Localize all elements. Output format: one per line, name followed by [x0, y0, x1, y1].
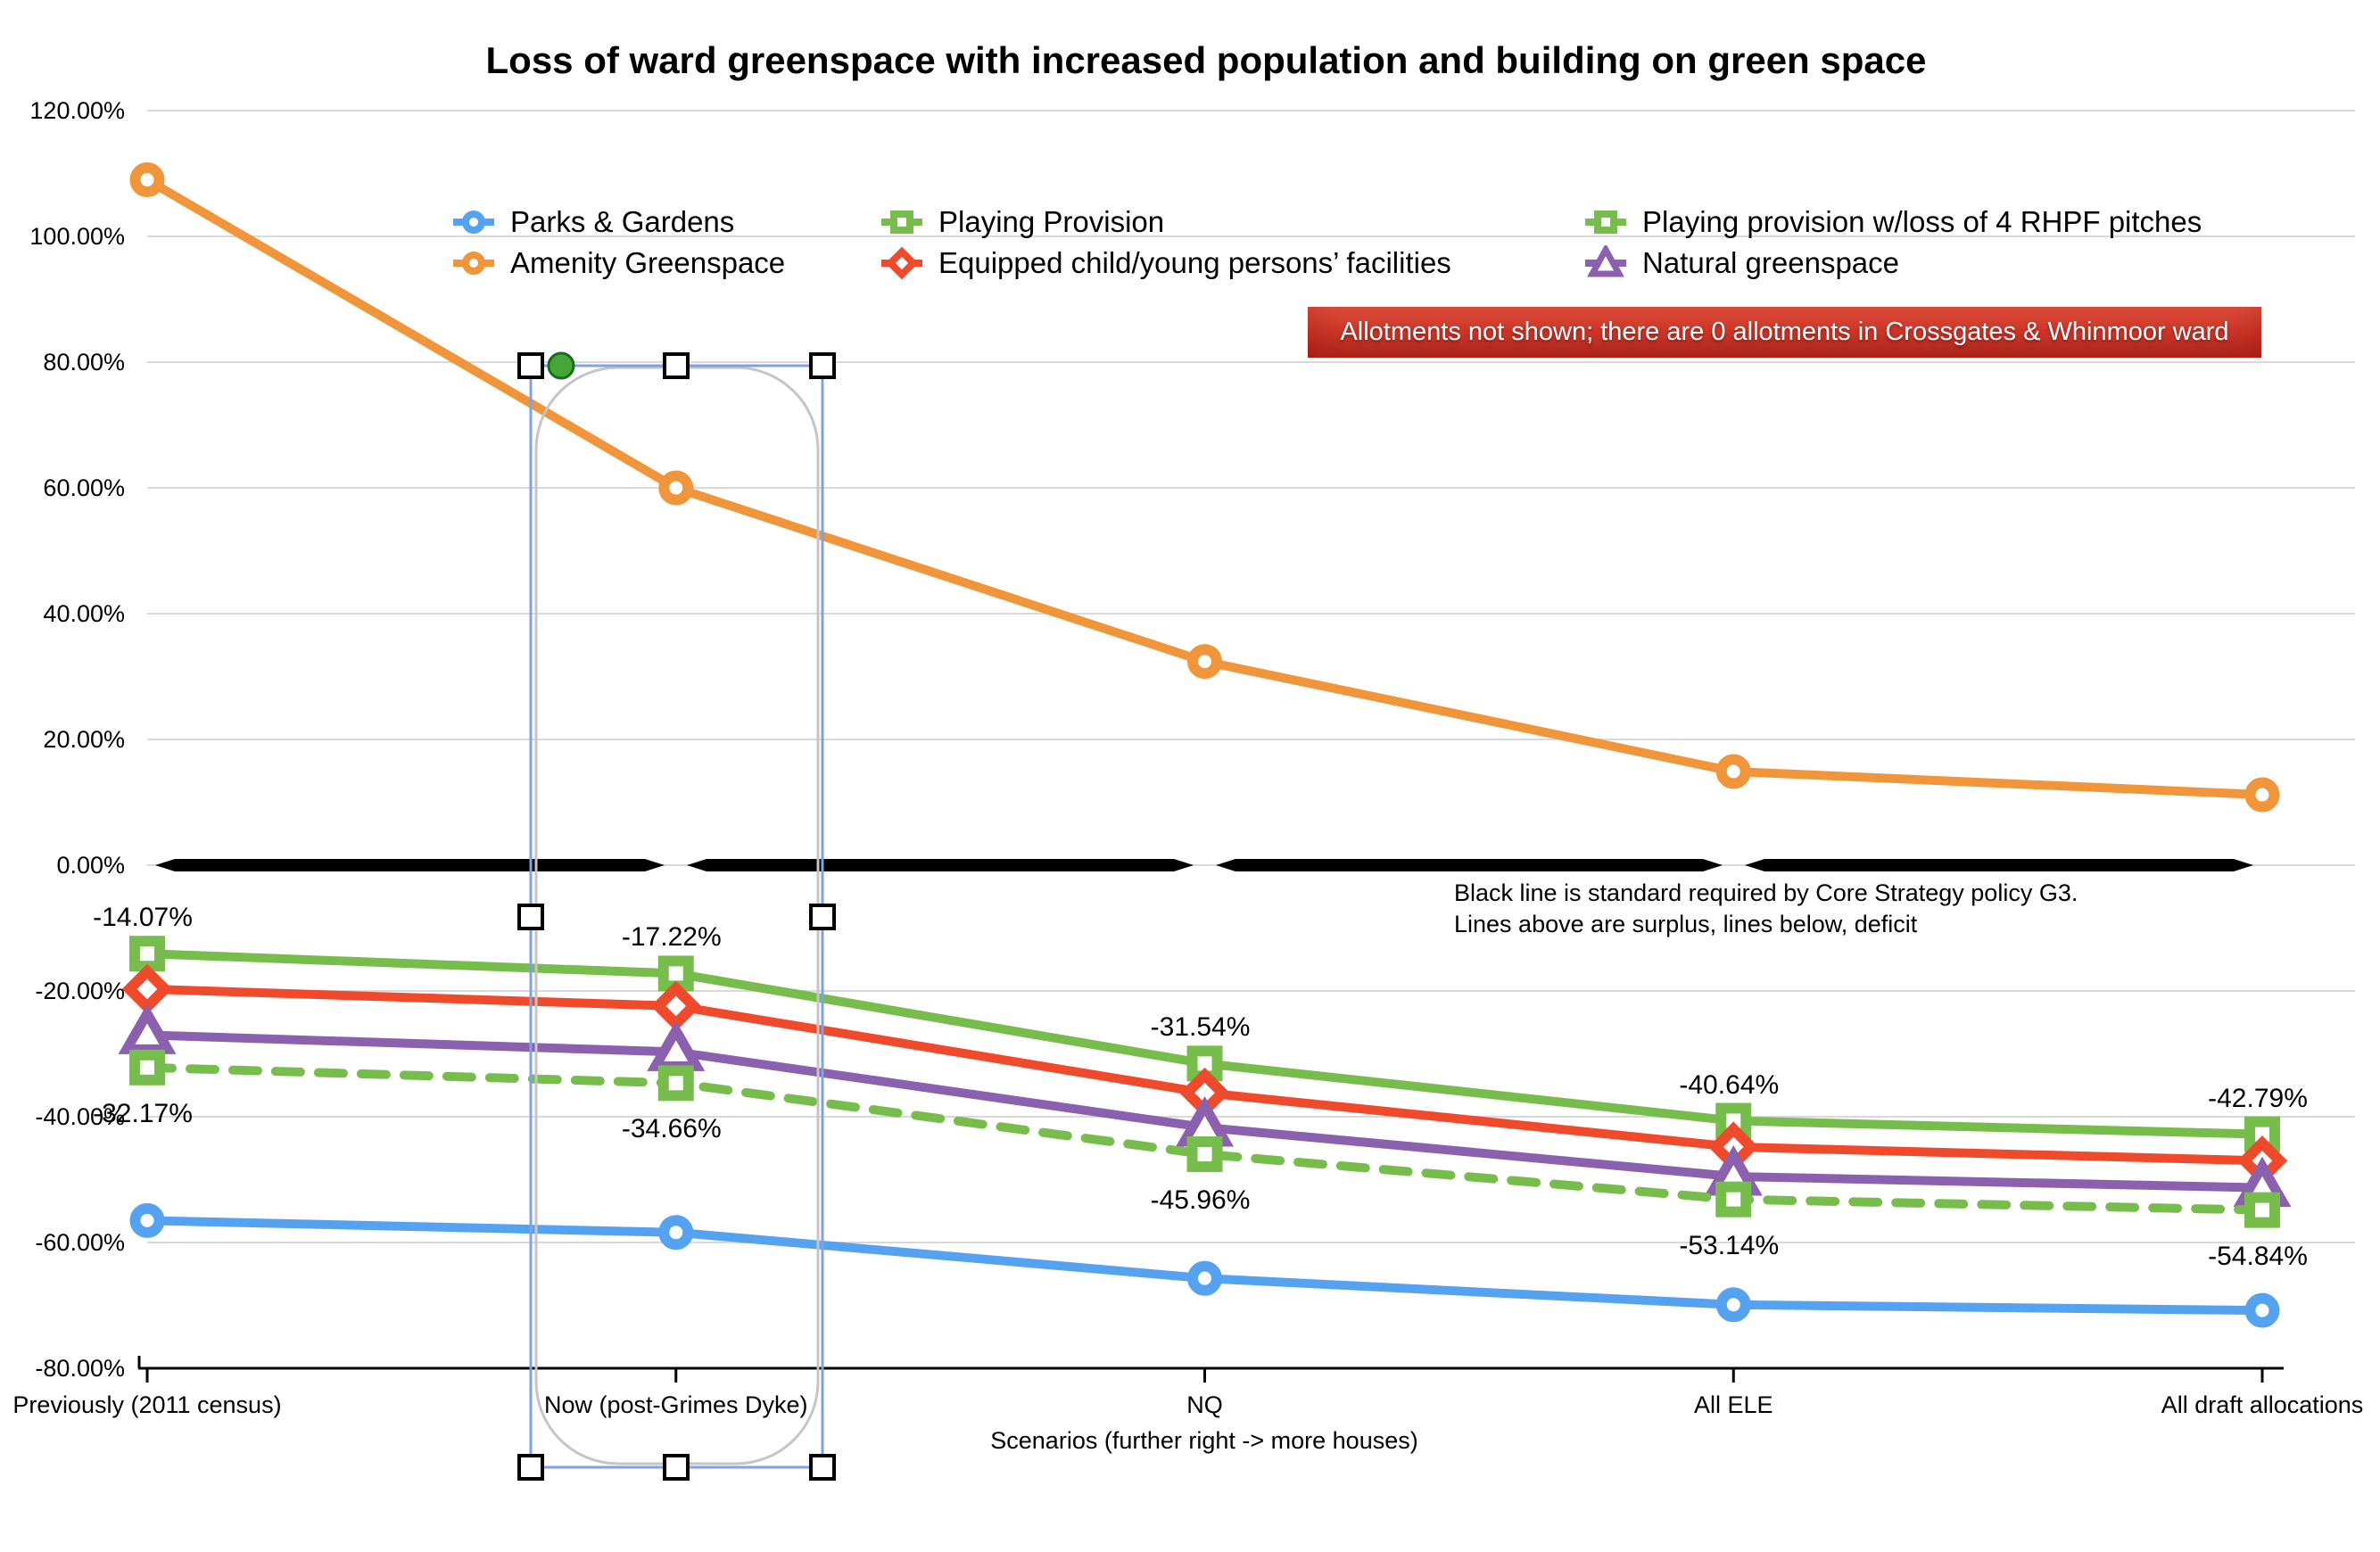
y-tick-label: -60.00% [35, 1229, 125, 1256]
legend-item-natural-greenspace[interactable]: Natural greenspace [1585, 244, 1899, 283]
allotments-banner[interactable]: Allotments not shown; there are 0 allotm… [1308, 307, 2261, 358]
data-label: -31.54% [1150, 1012, 1251, 1043]
chart-title: Loss of ward greenspace with increased p… [485, 39, 1927, 81]
data-label: -45.96% [1150, 1185, 1251, 1216]
allotments-banner-text: Allotments not shown; there are 0 allotm… [1340, 318, 2229, 346]
x-category-label: NQ [1186, 1391, 1223, 1418]
diamond-marker-icon [881, 246, 922, 280]
y-tick-label: -40.00% [35, 1103, 125, 1130]
x-axis-title: Scenarios (further right -> more houses) [990, 1427, 1418, 1454]
data-label: -53.14% [1679, 1230, 1780, 1260]
legend-item-playing-provision-w-loss-of-4-rhpf-pitches[interactable]: Playing provision w/loss of 4 RHPF pitch… [1585, 202, 2202, 242]
y-tick-label: 120.00% [29, 97, 125, 124]
selection-handle-top-middle[interactable] [663, 352, 690, 379]
standard-line-note: Black line is standard required by Core … [1454, 878, 2078, 940]
standard-line [155, 859, 2253, 871]
data-label: -54.84% [2208, 1241, 2308, 1271]
triangle-marker-icon [1585, 245, 1626, 277]
data-label: -42.79% [2208, 1083, 2308, 1113]
circle-marker-icon [453, 252, 494, 275]
standard-line-note-line1: Black line is standard required by Core … [1454, 879, 2078, 906]
series-playing-provision-w-loss-of-4-rhpf-pitches [129, 1049, 2280, 1228]
legend-label: Amenity Greenspace [510, 246, 786, 279]
x-category-label: All draft allocations [2161, 1391, 2364, 1418]
data-label: -40.64% [1679, 1069, 1780, 1100]
series-lines [118, 162, 2292, 1328]
circle-marker-icon [453, 211, 494, 234]
selection-handle-middle-left[interactable] [517, 904, 544, 930]
square-marker-icon [1585, 211, 1626, 234]
selected-rounded-rect-shape[interactable] [534, 366, 820, 1465]
x-category-label: Previously (2011 census) [12, 1391, 282, 1418]
x-category-label: Now (post-Grimes Dyke) [543, 1391, 808, 1418]
y-tick-label: 100.00% [29, 223, 125, 250]
y-tick-label: 80.00% [43, 349, 125, 376]
y-tick-label: 0.00% [56, 852, 125, 879]
square-marker-icon [881, 211, 922, 234]
legend-label: Parks & Gardens [510, 205, 735, 238]
standard-line-note-line2: Lines above are surplus, lines below, de… [1454, 911, 1918, 937]
y-tick-label: 60.00% [43, 475, 125, 501]
legend-label: Equipped child/young persons’ facilities [938, 246, 1451, 279]
selection-handle-bottom-right[interactable] [809, 1454, 836, 1481]
x-axis-line [137, 1356, 2284, 1383]
selection-green-point[interactable] [547, 351, 575, 380]
selection-bounding-box[interactable] [529, 364, 824, 1469]
selection-handle-bottom-middle[interactable] [663, 1454, 690, 1481]
legend-item-amenity-greenspace[interactable]: Amenity Greenspace [453, 244, 785, 283]
legend-label: Playing Provision [938, 205, 1165, 238]
selection-handle-middle-right[interactable] [809, 904, 836, 930]
legend-item-equipped-child-young-persons-facilities[interactable]: Equipped child/young persons’ facilities [881, 244, 1451, 283]
legend-item-parks-gardens[interactable]: Parks & Gardens [453, 202, 734, 242]
selection-handle-top-right[interactable] [809, 352, 836, 379]
y-tick-label: -80.00% [35, 1355, 125, 1382]
x-category-label: All ELE [1693, 1391, 1773, 1418]
selection-handle-top-left[interactable] [517, 352, 544, 379]
y-tick-label: 20.00% [43, 726, 125, 753]
y-tick-label: -20.00% [35, 978, 125, 1004]
data-label: -34.66% [621, 1114, 722, 1144]
series-parks-gardens [129, 1202, 2280, 1328]
data-label: -17.22% [621, 922, 722, 953]
selection-handle-bottom-left[interactable] [517, 1454, 544, 1481]
legend-label: Natural greenspace [1642, 246, 1900, 279]
series-amenity-greenspace [129, 162, 2280, 813]
legend-item-playing-provision[interactable]: Playing Provision [881, 202, 1164, 242]
data-label: -32.17% [93, 1098, 193, 1128]
selection-overlay [517, 351, 836, 1481]
legend-label: Playing provision w/loss of 4 RHPF pitch… [1642, 205, 2202, 238]
y-tick-label: 40.00% [43, 600, 125, 627]
data-label: -14.07% [93, 903, 193, 933]
